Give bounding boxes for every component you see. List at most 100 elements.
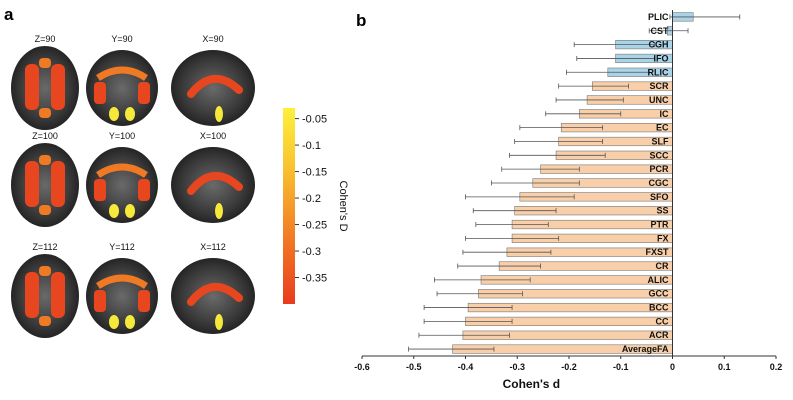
category-label: AverageFA	[622, 344, 669, 354]
category-label: CC	[656, 316, 669, 326]
colorbar-tick-label: -0.25	[302, 220, 327, 232]
error-bar-gcc	[436, 291, 523, 297]
x-tick-label: -0.5	[406, 362, 422, 372]
category-label: ACR	[649, 330, 669, 340]
category-label: CR	[656, 261, 669, 271]
error-bar-cgc	[490, 180, 580, 186]
category-label: ALIC	[648, 275, 669, 285]
error-bar-sfo	[465, 194, 575, 200]
category-label: PLIC	[648, 12, 669, 22]
effect-region	[215, 106, 223, 122]
x-tick-label: 0.2	[770, 362, 783, 372]
error-bar-alic	[434, 277, 531, 283]
category-label: CST	[651, 26, 670, 36]
brain-slice-y-112: Y=112	[86, 242, 158, 334]
colorbar-tick-label: -0.2	[302, 193, 321, 205]
panel-a-letter: a	[4, 5, 14, 24]
category-label: BCC	[649, 303, 669, 313]
brain-tissue	[171, 258, 255, 334]
error-bar-fxst	[462, 249, 552, 255]
brain-slice-x-100: X=100	[171, 131, 255, 223]
error-bar-averagefa	[408, 346, 495, 352]
effect-region	[51, 272, 65, 318]
effect-region	[215, 203, 223, 219]
error-bar-bcc	[423, 305, 513, 311]
effect-region	[39, 58, 51, 68]
error-bar-ec	[519, 125, 604, 131]
slice-label: Y=90	[111, 34, 132, 44]
category-label: CGC	[649, 178, 670, 188]
effect-region	[187, 75, 243, 98]
brain-slice-y-90: Y=90	[86, 34, 158, 126]
slice-label: X=100	[200, 131, 226, 141]
brain-tissue	[86, 50, 158, 126]
effect-region	[25, 272, 39, 318]
x-tick-label: -0.6	[354, 362, 370, 372]
effect-region	[125, 315, 135, 329]
effect-region	[39, 108, 51, 118]
panel-b: b PLIC CST CGH IFO RLIC SCR UNC IC EC SLF SCC PCR CG…	[354, 10, 782, 391]
slice-label: Y=100	[109, 131, 135, 141]
brain-slices: Z=90 Y=90 X=90 Z=100 Y=100 X=100 Z=112 Y=112 X=1…	[11, 34, 255, 338]
category-label: CGH	[649, 40, 669, 50]
effect-region	[109, 204, 119, 218]
brain-slice-x-90: X=90	[171, 34, 255, 126]
effect-region	[94, 290, 106, 312]
error-bar-plic	[669, 14, 741, 20]
effect-region	[96, 163, 148, 178]
effect-region	[25, 64, 39, 110]
effect-region	[96, 274, 148, 289]
error-bar-pcr	[501, 166, 580, 172]
colorbar-tick-label: -0.35	[302, 273, 327, 285]
category-label: FXST	[645, 247, 669, 257]
category-label: PTR	[651, 220, 670, 230]
error-bar-ifo	[576, 55, 655, 61]
error-bar-ptr	[475, 222, 549, 228]
brain-tissue	[171, 50, 255, 126]
panel-b-letter: b	[356, 11, 366, 30]
category-label: IFO	[654, 53, 669, 63]
brain-tissue	[86, 147, 158, 223]
x-tick-label: 0.1	[718, 362, 731, 372]
category-label: EC	[656, 123, 669, 133]
category-label: SFO	[650, 192, 669, 202]
error-bar-rlic	[566, 69, 650, 75]
bars	[452, 12, 694, 354]
brain-slice-z-90: Z=90	[11, 34, 79, 130]
error-bar-ic	[545, 111, 622, 117]
x-tick-label: -0.2	[561, 362, 577, 372]
category-label: SCC	[649, 150, 669, 160]
effect-region	[39, 155, 51, 165]
effect-region	[138, 290, 150, 312]
slice-label: Z=112	[32, 242, 57, 252]
error-bar-scr	[558, 83, 629, 89]
effect-region	[96, 66, 148, 81]
slice-label: Z=100	[32, 131, 58, 141]
colorbar-title: Cohen's D	[337, 180, 349, 231]
category-label: SS	[656, 206, 668, 216]
effect-region	[39, 205, 51, 215]
effect-region	[51, 161, 65, 207]
colorbar-tick-label: -0.15	[302, 167, 327, 179]
effect-region	[109, 107, 119, 121]
bar-chart: PLIC CST CGH IFO RLIC SCR UNC IC EC SLF SCC PCR CGC S…	[354, 10, 782, 391]
category-label: FX	[657, 233, 669, 243]
error-bar-cst	[648, 28, 689, 34]
x-tick-label: -0.1	[613, 362, 629, 372]
slice-label: X=90	[202, 34, 223, 44]
colorbar-gradient	[283, 108, 295, 304]
brain-slice-y-100: Y=100	[86, 131, 158, 223]
error-bars	[408, 14, 741, 352]
brain-slice-x-112: X=112	[171, 242, 255, 334]
effect-region	[138, 82, 150, 104]
error-bar-unc	[555, 97, 624, 103]
error-bar-cr	[457, 263, 541, 269]
slice-label: X=112	[200, 242, 226, 252]
error-bar-cgh	[573, 42, 655, 48]
slice-label: Y=112	[109, 242, 135, 252]
effect-region	[51, 64, 65, 110]
brain-slice-z-112: Z=112	[11, 242, 79, 338]
effect-region	[125, 107, 135, 121]
category-label: RLIC	[648, 67, 669, 77]
